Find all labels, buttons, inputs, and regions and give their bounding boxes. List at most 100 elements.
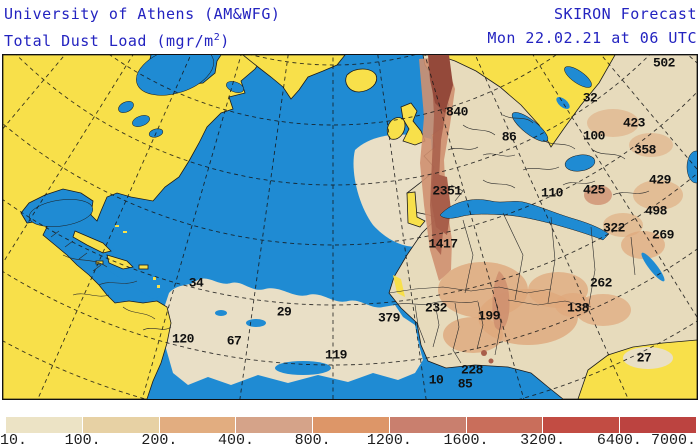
colorbar-tick-label: 7000. <box>650 432 696 447</box>
colorbar-segment <box>389 417 467 433</box>
hudson-bay <box>136 55 214 96</box>
dust-value-labels: 34 29 120 67 119 379 232 199 138 228 10 85 27 262 322 2… <box>3 55 697 399</box>
header: University of Athens (AM&WFG) Total Dust… <box>0 0 700 54</box>
greenland <box>242 55 346 100</box>
dust-value-label: 502 <box>653 55 675 71</box>
header-right: SKIRON Forecast Mon 22.02.21 at 06 UTC <box>487 2 697 50</box>
map-graphic <box>3 55 697 399</box>
dust-value-label: 110 <box>541 185 563 201</box>
colorbar-tick-label: 1600. <box>443 432 489 447</box>
dust-value-label: 232 <box>425 300 447 316</box>
dust-patch <box>623 347 673 369</box>
dust-patch <box>555 293 591 317</box>
colorbar-segment <box>466 417 544 433</box>
black-sea <box>564 154 596 172</box>
dust-value-label: 228 <box>461 362 483 378</box>
puerto-rico <box>138 264 149 270</box>
dust-value-label: 86 <box>501 129 517 145</box>
colorbar-tick-label: 6400. <box>596 432 642 447</box>
colorbar-segment <box>313 417 390 433</box>
gulf-of-bothnia <box>564 66 592 88</box>
model-title: SKIRON Forecast <box>554 5 697 23</box>
dust-value-label: 262 <box>590 275 612 291</box>
ireland <box>386 117 406 140</box>
iceland <box>345 68 378 93</box>
superscript-2: 2 <box>213 32 221 43</box>
dust-patch <box>633 180 683 210</box>
norway-dust-core <box>428 55 453 113</box>
cuba <box>72 230 112 254</box>
graticule <box>3 55 697 399</box>
colorbar-segment <box>6 417 83 433</box>
dust-value-label: 10 <box>428 372 444 388</box>
colorbar-segment <box>159 417 237 433</box>
colorbar <box>6 417 697 433</box>
morocco-coast-strip <box>393 275 405 297</box>
hispaniola <box>106 254 134 270</box>
portugal <box>406 191 426 228</box>
dust-patch <box>584 185 612 205</box>
dust-value-label: 2351 <box>432 183 462 199</box>
antilles-island <box>153 277 156 280</box>
atlantic-dust-plume <box>161 278 423 385</box>
dust-value-label: 138 <box>567 300 589 316</box>
dust-value-label: 498 <box>645 203 667 219</box>
jamaica <box>95 260 104 265</box>
bahamas-island <box>123 231 127 233</box>
colorbar-tick-label: 1200. <box>366 432 412 447</box>
plume-hole-lake <box>215 310 227 316</box>
colorbar-segment <box>543 417 621 433</box>
gulf-of-finland <box>556 97 570 109</box>
baltic-sea <box>511 112 549 142</box>
sahara-dust-patch <box>443 317 503 353</box>
dust-patch <box>621 231 665 259</box>
colorbar-segment <box>236 417 314 433</box>
colorbar-tick-label: 10. <box>0 432 28 447</box>
great-lake <box>118 101 134 113</box>
dust-value-label: 1417 <box>428 236 458 252</box>
dust-value-label: 32 <box>582 90 598 106</box>
caspian-sea <box>686 150 697 184</box>
product-title: Total Dust Load (mgr/m2) <box>4 32 230 50</box>
caribbean-sea <box>47 227 163 299</box>
header-left: University of Athens (AM&WFG) Total Dust… <box>4 2 280 53</box>
country-borders <box>50 114 650 364</box>
colorbar-segment <box>620 417 697 433</box>
dust-value-label: 429 <box>649 172 671 188</box>
colorbar-tick-label: 100. <box>64 432 101 447</box>
mediterranean-sea <box>439 199 610 241</box>
dust-value-label: 379 <box>378 310 400 326</box>
dust-value-label: 119 <box>325 347 347 363</box>
sahel-dust-streak <box>492 271 510 331</box>
colorbar-labels: 10. 100. 200. 400. 800. 1200. 1600. 3200. 6400. 7… <box>0 432 696 447</box>
dust-value-label: 100 <box>583 128 605 144</box>
dust-value-label: 322 <box>603 220 625 236</box>
dust-patch <box>587 109 639 137</box>
valid-time: Mon 22.02.21 at 06 UTC <box>487 29 697 47</box>
dust-value-label: 27 <box>636 350 652 366</box>
dust-spot <box>488 358 494 364</box>
dust-value-label: 29 <box>276 304 292 320</box>
org-title: University of Athens (AM&WFG) <box>4 5 281 23</box>
plume-hole-lake <box>246 319 266 327</box>
colorbar-tick-label: 400. <box>217 432 255 447</box>
dust-patch <box>629 133 673 157</box>
iberia-dust-core <box>431 173 451 235</box>
antilles-island <box>157 285 160 288</box>
dust-value-label: 423 <box>623 115 645 131</box>
colorbar-segment <box>82 417 160 433</box>
dust-value-label: 425 <box>583 182 605 198</box>
dust-value-label: 67 <box>226 333 242 349</box>
dust-value-label: 358 <box>634 142 656 158</box>
great-lake <box>132 115 150 127</box>
colorbar-tick-label: 200. <box>141 432 178 447</box>
bahamas-island <box>115 225 119 227</box>
forecast-map: 34 29 120 67 119 379 232 199 138 228 10 85 27 262 322 2… <box>2 54 698 400</box>
dust-spot <box>481 350 487 356</box>
dust-value-label: 34 <box>188 275 204 291</box>
colorbar-tick-label: 800. <box>294 432 331 447</box>
dust-value-label: 85 <box>457 376 473 392</box>
dust-value-label: 840 <box>446 104 468 120</box>
dust-value-label: 199 <box>478 308 500 324</box>
